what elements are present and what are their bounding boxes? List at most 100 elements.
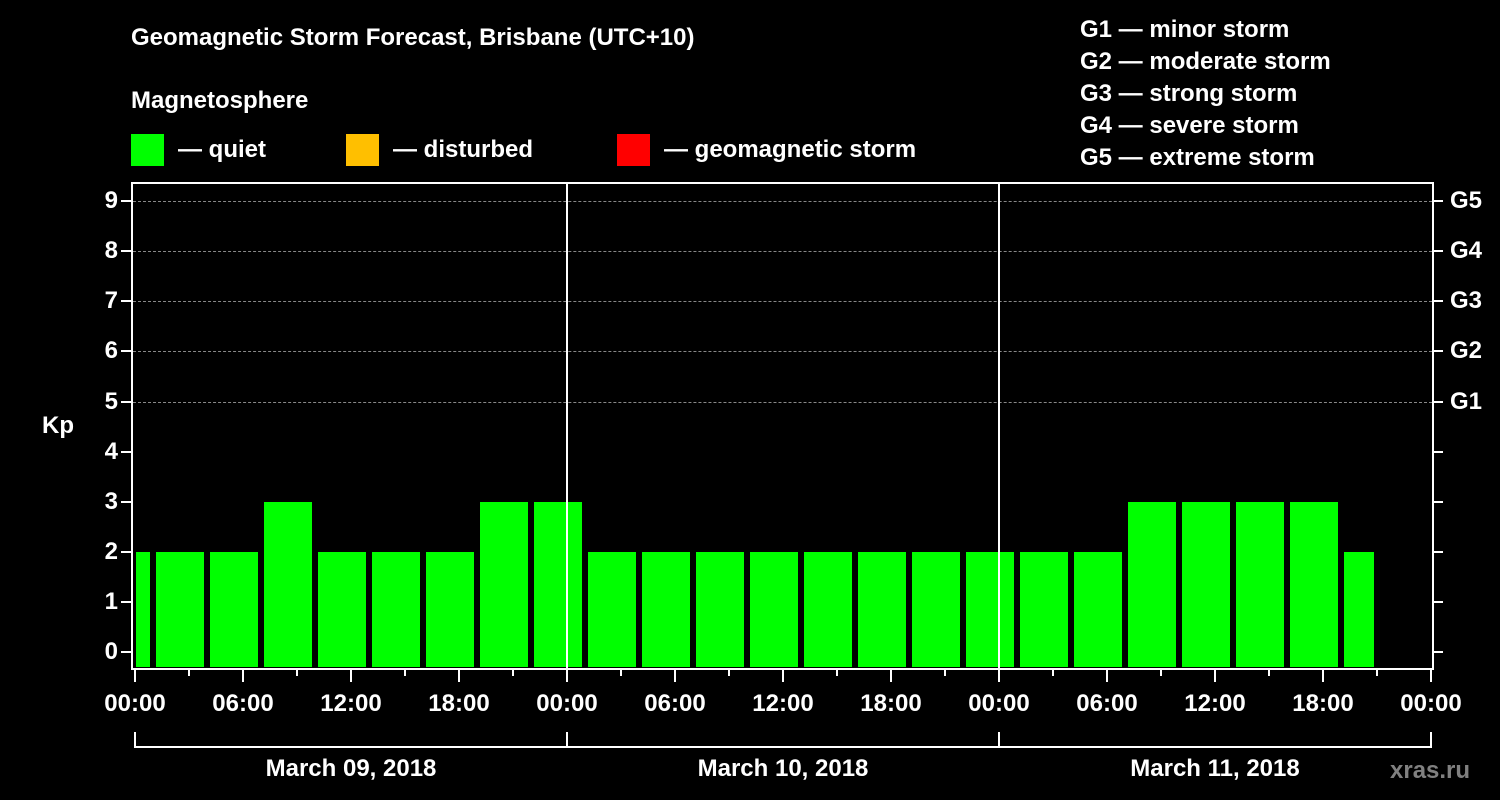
grid-line xyxy=(133,201,1432,203)
x-tick xyxy=(998,668,1000,682)
x-tick xyxy=(458,668,460,682)
y-tick-label: 0 xyxy=(104,638,118,665)
grid-line xyxy=(133,401,1432,403)
g-scale-legend: G1 — minor storm G2 — moderate storm G3 … xyxy=(1080,14,1331,174)
kp-bar xyxy=(1182,501,1230,667)
g-level-label: G4 xyxy=(1450,237,1483,265)
g-legend-item: G2 — moderate storm xyxy=(1080,48,1331,75)
chart-title: Geomagnetic Storm Forecast, Brisbane (UT… xyxy=(131,24,695,51)
g-legend-item: G5 — extreme storm xyxy=(1080,144,1315,171)
y-tick xyxy=(121,350,131,353)
plot-frame xyxy=(131,182,1434,670)
x-tick xyxy=(620,668,622,676)
day-separator xyxy=(998,182,1000,668)
day-separator xyxy=(566,182,568,668)
legend-quiet: — quiet xyxy=(131,134,266,166)
y-tick xyxy=(121,500,131,503)
kp-bar xyxy=(912,551,960,667)
x-tick xyxy=(1430,668,1432,682)
y-tick-right xyxy=(1433,550,1443,553)
x-tick xyxy=(566,668,568,682)
kp-bar xyxy=(750,551,798,667)
x-tick xyxy=(890,668,892,682)
y-tick-right xyxy=(1433,450,1443,453)
x-tick xyxy=(782,668,784,682)
x-tick xyxy=(1376,668,1378,676)
y-tick-label: 1 xyxy=(104,587,118,615)
kp-bar xyxy=(318,551,366,667)
kp-bar xyxy=(372,551,420,667)
y-tick-label: 4 xyxy=(104,437,118,465)
x-tick xyxy=(1052,668,1054,676)
x-tick-label: 12:00 xyxy=(752,690,814,717)
grid-line xyxy=(133,251,1432,253)
g-level-label: G1 xyxy=(1450,387,1483,415)
g-level-label: G2 xyxy=(1450,337,1483,365)
kp-bar xyxy=(1236,501,1284,667)
x-tick-label: 18:00 xyxy=(428,690,490,717)
day-bracket xyxy=(135,746,1432,748)
x-tick xyxy=(728,668,730,676)
y-tick xyxy=(121,250,131,253)
x-tick-label: 06:00 xyxy=(212,690,274,717)
y-tick-label: 2 xyxy=(104,537,118,565)
y-tick xyxy=(121,300,131,303)
day-bracket-tick xyxy=(1430,732,1432,748)
x-tick-label: 12:00 xyxy=(320,690,382,717)
grid-line xyxy=(133,301,1432,303)
g-legend-item: G3 — strong storm xyxy=(1080,80,1298,107)
day-label: March 11, 2018 xyxy=(1130,755,1300,782)
x-tick-label: 00:00 xyxy=(104,690,166,717)
y-tick xyxy=(121,450,131,453)
x-tick-label: 06:00 xyxy=(1076,690,1138,717)
kp-bar xyxy=(210,551,258,667)
y-tick-label: 9 xyxy=(104,187,118,215)
y-tick-label: 7 xyxy=(104,287,118,315)
kp-bar xyxy=(264,501,312,667)
y-axis-label: Kp xyxy=(42,412,74,439)
kp-bar xyxy=(1020,551,1068,667)
x-tick-label: 12:00 xyxy=(1184,690,1246,717)
x-tick xyxy=(134,668,136,682)
y-tick xyxy=(121,550,131,553)
legend-label: — disturbed xyxy=(393,136,534,163)
x-tick xyxy=(404,668,406,676)
day-label: March 10, 2018 xyxy=(697,755,869,782)
legend-disturbed: — disturbed xyxy=(346,134,533,166)
y-tick-label: 6 xyxy=(104,337,118,365)
x-tick xyxy=(944,668,946,676)
y-tick-right xyxy=(1433,250,1443,253)
x-tick xyxy=(1106,668,1108,682)
legend-swatch-storm xyxy=(617,134,650,166)
legend-storm: — geomagnetic storm xyxy=(617,134,916,166)
chart-subtitle: Magnetosphere xyxy=(131,87,309,114)
y-tick-label: 8 xyxy=(104,237,118,265)
y-tick-right xyxy=(1433,350,1443,353)
y-tick-right xyxy=(1433,600,1443,603)
x-tick xyxy=(188,668,190,676)
y-tick-label: 5 xyxy=(104,387,118,415)
grid-line xyxy=(133,351,1432,353)
x-tick xyxy=(512,668,514,676)
y-tick xyxy=(121,400,131,403)
y-tick xyxy=(121,600,131,603)
y-tick xyxy=(121,651,131,653)
legend-swatch-disturbed xyxy=(346,134,379,166)
x-tick xyxy=(1322,668,1324,682)
kp-bar xyxy=(480,501,528,667)
kp-bar xyxy=(1344,551,1374,667)
g-level-label: G5 xyxy=(1450,187,1483,215)
x-tick xyxy=(1214,668,1216,682)
x-tick-label: 06:00 xyxy=(644,690,706,717)
kp-bar xyxy=(858,551,906,667)
x-tick-label: 18:00 xyxy=(860,690,922,717)
y-tick xyxy=(121,200,131,203)
x-tick xyxy=(242,668,244,682)
watermark: xras.ru xyxy=(1390,757,1471,784)
kp-bar xyxy=(642,551,690,667)
g-legend-item: G4 — severe storm xyxy=(1080,112,1299,139)
day-label: March 09, 2018 xyxy=(265,755,437,782)
day-bracket-tick xyxy=(566,732,568,748)
legend-swatch-quiet xyxy=(131,134,164,166)
day-bracket-tick xyxy=(998,732,1000,748)
